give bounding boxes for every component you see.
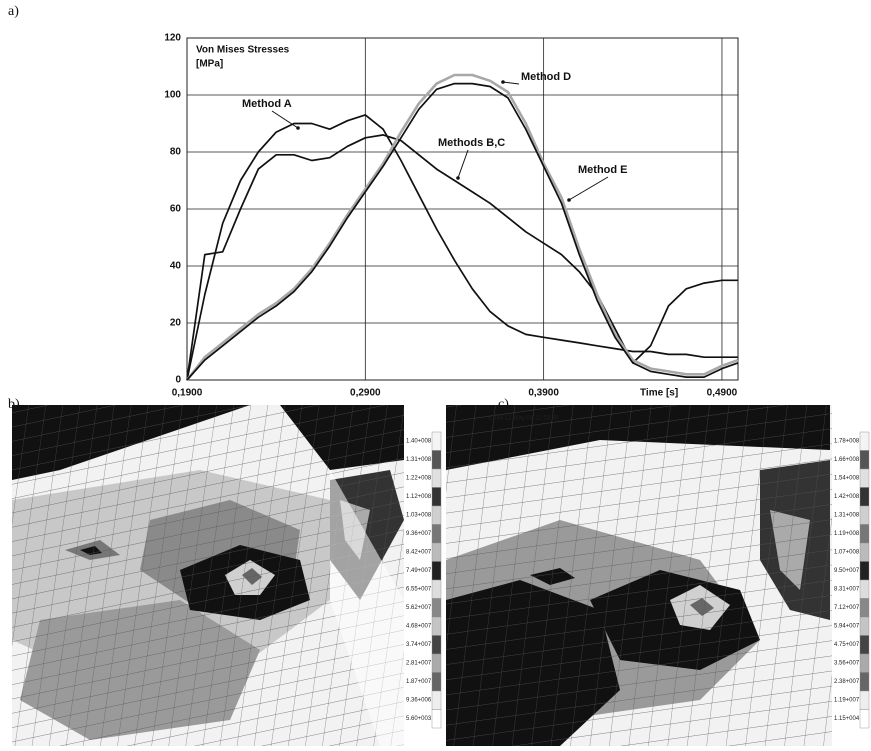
legend-swatch	[432, 488, 441, 507]
y-tick-label: 20	[170, 318, 182, 329]
series-line	[187, 115, 738, 380]
curve-annotation: Method E	[578, 164, 628, 176]
annotation-arrowhead	[456, 176, 460, 180]
annotation-arrowhead	[296, 126, 300, 130]
legend-swatch	[432, 599, 441, 618]
legend-label: 1.19+007	[834, 698, 860, 704]
legend-swatch	[860, 599, 869, 618]
legend-label: 1.40+008	[406, 439, 432, 445]
x-tick-label: 0,2900	[350, 388, 381, 399]
legend-label: 1.31+008	[406, 457, 432, 463]
legend-swatch	[432, 636, 441, 655]
legend-label: 5.94+007	[834, 624, 860, 630]
curve-annotation: Methods B,C	[438, 137, 505, 149]
legend-swatch	[860, 506, 869, 525]
legend-label: 5.60+003	[406, 716, 432, 722]
legend-label: 3.74+007	[406, 642, 432, 648]
legend-label: 8.42+007	[406, 550, 432, 556]
legend-label: 1.78+008	[834, 439, 860, 445]
image-header: 0.044 12-May-04 21:53:50	[488, 416, 559, 422]
y-axis-label: [MPa]	[196, 59, 223, 70]
legend-label: 1.42+008	[834, 494, 860, 500]
legend-swatch	[860, 617, 869, 636]
series-line	[187, 135, 738, 380]
annotation-arrow	[569, 177, 608, 200]
y-tick-label: 120	[164, 33, 181, 44]
annotation-arrow	[458, 150, 468, 178]
legend-swatch	[860, 691, 869, 710]
legend-label: 1.31+008	[834, 513, 860, 519]
x-axis-label: Time [s]	[640, 388, 678, 399]
legend-label: 6.55+007	[406, 587, 432, 593]
annotation-arrow	[503, 82, 519, 84]
y-tick-label: 0	[175, 375, 181, 386]
y-tick-label: 80	[170, 147, 182, 158]
legend-label: 4.75+007	[834, 642, 860, 648]
legend-label: 8.31+007	[834, 587, 860, 593]
legend-swatch	[860, 580, 869, 599]
legend-swatch	[432, 617, 441, 636]
fem-image-b	[12, 405, 404, 746]
legend-swatch	[432, 506, 441, 525]
y-tick-label: 100	[164, 90, 181, 101]
legend-swatch	[860, 562, 869, 581]
legend-swatch	[860, 469, 869, 488]
legend-label: 3.56+007	[834, 661, 860, 667]
legend-swatch	[432, 580, 441, 599]
legend-label: 1.07+008	[834, 550, 860, 556]
legend-label: 2.38+007	[834, 679, 860, 685]
legend-label: 7.12+007	[834, 605, 860, 611]
legend-label: 2.81+007	[406, 661, 432, 667]
legend-swatch	[432, 710, 441, 729]
legend-label: 1.87+007	[406, 679, 432, 685]
legend-swatch	[860, 488, 869, 507]
legend-label: 1.15+004	[834, 716, 860, 722]
legend-label: 1.19+008	[834, 531, 860, 537]
legend-swatch	[860, 525, 869, 544]
annotation-arrow	[272, 111, 298, 128]
legend-swatch	[860, 451, 869, 470]
legend-swatch	[432, 543, 441, 562]
legend-swatch	[432, 691, 441, 710]
legend-label: 4.68+007	[406, 624, 432, 630]
legend-label: 1.66+008	[834, 457, 860, 463]
fem-image-c: 0.044 12-May-04 21:53:50	[446, 405, 832, 746]
legend-swatch	[432, 525, 441, 544]
legend-label: 1.12+008	[406, 494, 432, 500]
legend-swatch	[860, 543, 869, 562]
figure: a) b) c) Von Mises Stresses [MPa] Time […	[0, 0, 871, 746]
legend-swatch	[432, 673, 441, 692]
x-tick-label: 0,1900	[172, 388, 203, 399]
legend-swatch	[432, 432, 441, 451]
legend-label: 9.50+007	[834, 568, 860, 574]
panel-label: a)	[8, 4, 19, 19]
legend-swatch	[860, 710, 869, 729]
annotation-arrowhead	[567, 198, 571, 202]
legend-label: 1.03+008	[406, 513, 432, 519]
legend-swatch	[860, 432, 869, 451]
legend-label: 1.54+008	[834, 476, 860, 482]
legend-label: 7.49+007	[406, 568, 432, 574]
legend-swatch	[432, 469, 441, 488]
legend-swatch	[432, 654, 441, 673]
legend-label: 9.36+007	[406, 531, 432, 537]
curve-annotation: Method A	[242, 98, 292, 110]
legend-label: 5.62+007	[406, 605, 432, 611]
y-tick-label: 40	[170, 261, 182, 272]
y-axis-label: Von Mises Stresses	[196, 45, 290, 56]
legend-swatch	[860, 654, 869, 673]
legend-label: 9.36+006	[406, 698, 432, 704]
annotation-arrowhead	[501, 80, 505, 84]
curve-annotation: Method D	[521, 71, 571, 83]
x-tick-label: 0,4900	[707, 388, 738, 399]
x-tick-label: 0,3900	[528, 388, 559, 399]
legend-swatch	[432, 451, 441, 470]
legend-swatch	[860, 673, 869, 692]
legend-swatch	[432, 562, 441, 581]
legend-swatch	[860, 636, 869, 655]
y-tick-label: 60	[170, 204, 182, 215]
legend-label: 1.22+008	[406, 476, 432, 482]
